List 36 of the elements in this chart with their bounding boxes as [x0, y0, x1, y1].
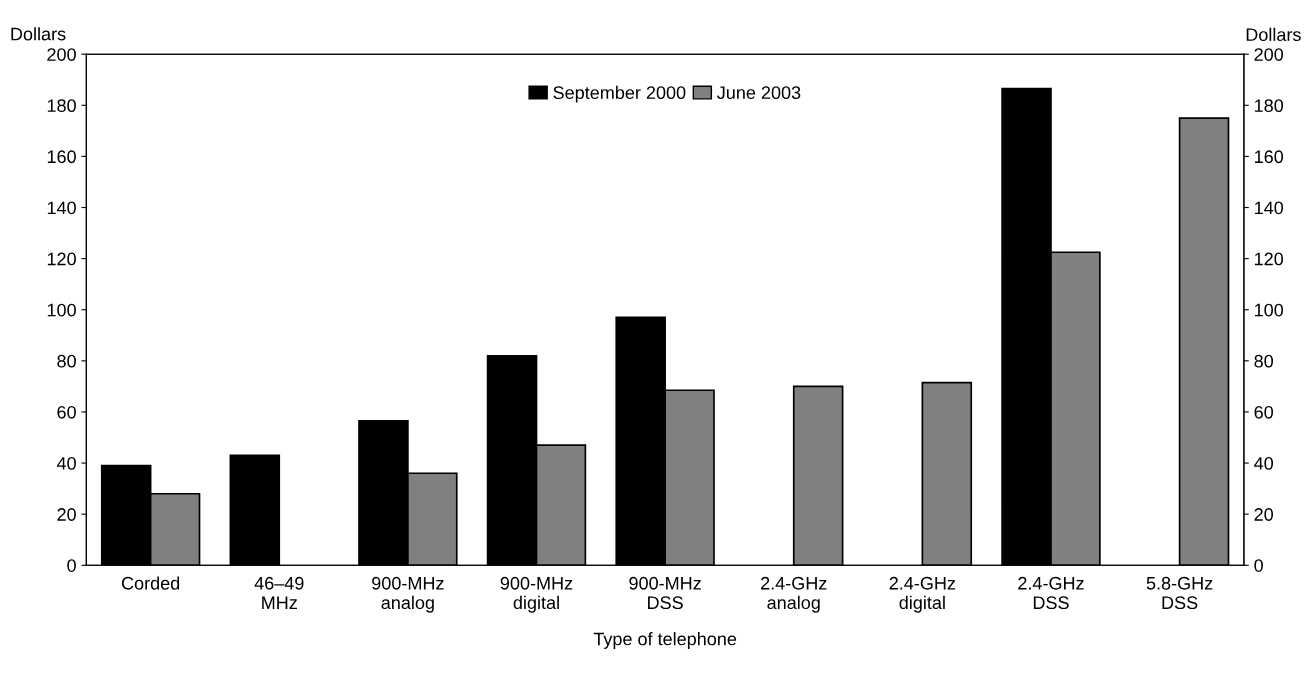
x-axis-title: Type of telephone — [593, 632, 737, 649]
x-tick-label: 900-MHz digital — [500, 576, 573, 613]
y-tick-label: 200 — [47, 48, 76, 61]
y-axis-title: Dollars — [11, 27, 66, 41]
legend-label: June 2003 — [717, 86, 801, 100]
y2-tick-label: 200 — [1254, 48, 1284, 61]
x-tick-label: 2.4-GHz analog — [761, 576, 827, 613]
y2-tick-label: 20 — [1254, 508, 1274, 521]
y-tick-label: 80 — [57, 354, 76, 368]
y2-tick-label: 100 — [1255, 303, 1284, 317]
y-tick-label: 0 — [67, 559, 76, 572]
y-tick-label: 180 — [47, 99, 76, 113]
y2-axis-title: Dollars — [1246, 27, 1301, 42]
x-tick-label: 2.4-GHz DSS — [1018, 576, 1084, 610]
x-tick-label: 2.4-GHz digital — [889, 576, 956, 613]
y-tick-label: 40 — [56, 456, 76, 470]
legend-label: September 2000 — [553, 85, 686, 103]
y2-tick-label: 140 — [1255, 201, 1284, 215]
x-tick-label: 5.8-GHz DSS — [1146, 576, 1213, 610]
y2-tick-label: 120 — [1255, 252, 1284, 266]
x-tick-label: 900-MHz DSS — [629, 576, 701, 610]
y2-tick-label: 180 — [1255, 99, 1284, 113]
y-tick-label: 60 — [57, 405, 76, 419]
y-tick-label: 120 — [47, 252, 76, 266]
y2-tick-label: 60 — [1254, 405, 1274, 419]
y2-tick-label: 40 — [1254, 456, 1274, 470]
x-tick-label: 900-MHz analog — [372, 576, 444, 613]
x-tick-label: Corded — [121, 576, 180, 590]
y2-tick-label: 160 — [1255, 150, 1284, 164]
y-tick-label: 20 — [57, 508, 76, 521]
y-tick-label: 160 — [47, 150, 76, 164]
x-tick-label: 46–49 MHz — [254, 576, 304, 609]
y2-tick-label: 80 — [1254, 354, 1274, 368]
y-tick-label: 140 — [47, 201, 76, 215]
y2-tick-label: 0 — [1254, 559, 1263, 572]
y-tick-label: 100 — [47, 303, 76, 317]
